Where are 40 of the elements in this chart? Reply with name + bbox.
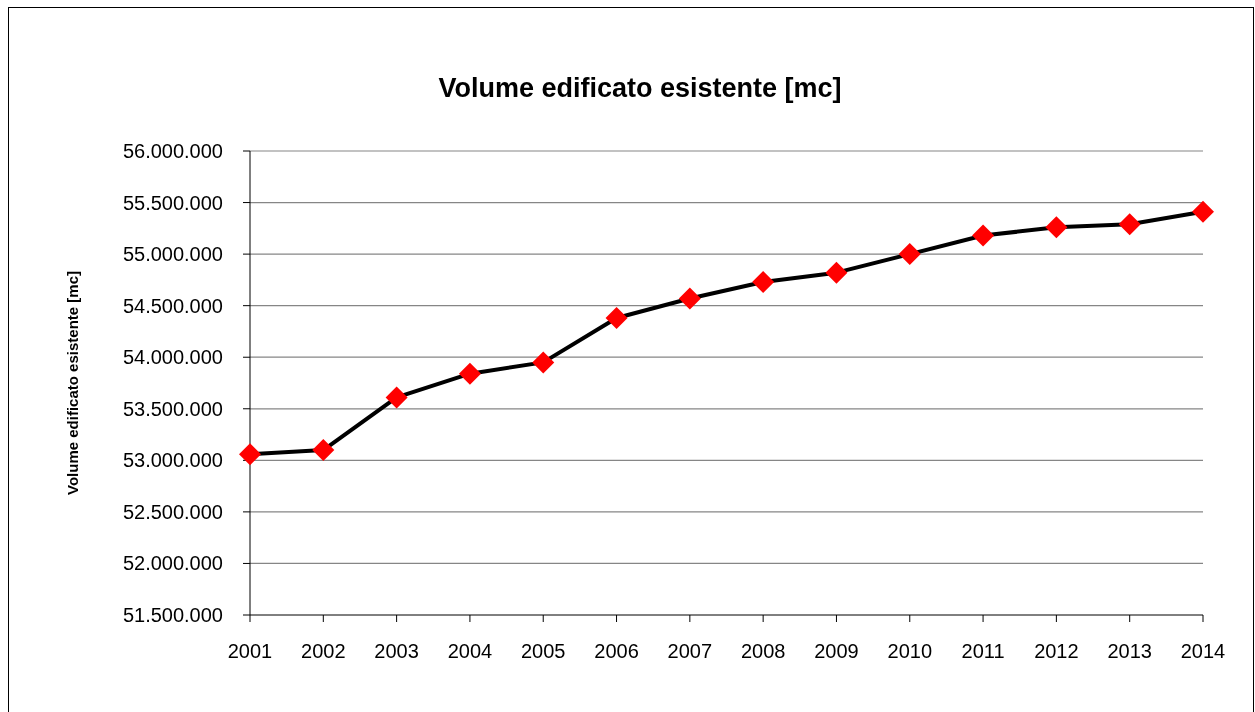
- point: [532, 351, 555, 374]
- x-tick-label: 2001: [227, 640, 273, 662]
- point: [1045, 216, 1068, 239]
- point: [752, 270, 775, 293]
- y-tick-label: 53.500.000: [122, 397, 223, 420]
- x-tick-label: 2014: [1180, 640, 1226, 662]
- point: [312, 439, 335, 462]
- y-tick-label: 53.000.000: [122, 449, 223, 472]
- x-tick-label: 2006: [594, 640, 639, 662]
- y-tick-label: 56.000.000: [122, 140, 223, 162]
- point: [385, 386, 408, 409]
- point: [678, 287, 701, 310]
- point: [825, 261, 848, 284]
- y-axis-title: Volume edificato esistente [mc]: [64, 271, 81, 495]
- x-tick-label: 2013: [1107, 640, 1152, 662]
- y-tick-label: 51.500.000: [122, 604, 223, 626]
- chart-title: Volume edificato esistente [mc]: [438, 73, 842, 103]
- y-tick-label: 55.500.000: [122, 191, 223, 214]
- point: [898, 243, 921, 266]
- x-tick-label: 2007: [667, 640, 713, 662]
- y-tick-label: 54.000.000: [122, 346, 223, 369]
- x-tick-label: 2012: [1034, 640, 1079, 662]
- x-tick-label: 2010: [887, 640, 933, 662]
- point: [605, 307, 628, 330]
- point: [972, 224, 995, 247]
- point: [458, 362, 481, 385]
- x-tick-label: 2005: [520, 640, 566, 662]
- point: [1118, 213, 1141, 236]
- y-tick-label: 52.000.000: [122, 552, 223, 575]
- x-tick-label: 2008: [740, 640, 786, 662]
- x-tick-label: 2009: [814, 640, 859, 662]
- x-tick-label: 2011: [961, 640, 1005, 662]
- y-tick-label: 54.500.000: [122, 294, 223, 317]
- y-tick-label: 52.500.000: [122, 500, 223, 523]
- x-tick-label: 2002: [301, 640, 346, 662]
- x-tick-label: 2004: [447, 640, 493, 662]
- y-tick-label: 55.000.000: [122, 243, 223, 266]
- point: [1192, 200, 1214, 223]
- x-tick-label: 2003: [374, 640, 419, 662]
- point: [239, 443, 261, 466]
